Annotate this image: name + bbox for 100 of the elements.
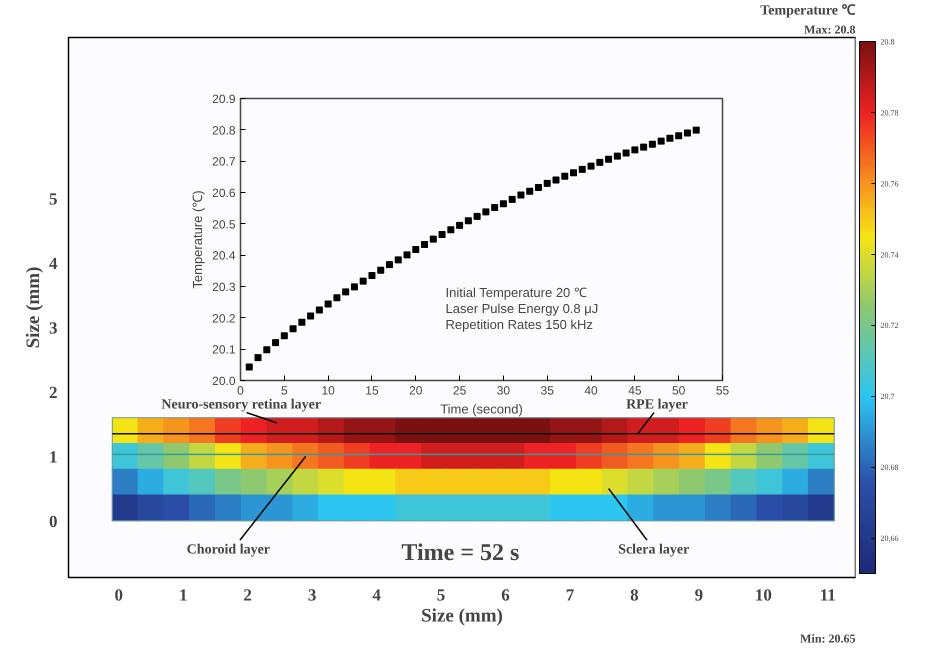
point [377,266,384,274]
annotation: Laser Pulse Energy 0.8 μJ [446,301,598,316]
x-tick-label: 8 [630,586,639,604]
point [263,346,270,354]
x-tick-label: 5 [436,586,446,604]
y-tick-label: 0 [49,512,58,531]
color-bar-label: 20.8 [880,38,894,46]
point [640,144,648,151]
x-tick-label: 6 [501,586,510,604]
annotation: RPE layer [626,397,688,412]
point [421,241,428,248]
point [360,278,367,285]
point [412,246,420,254]
x-tick-label: 2 [243,586,252,604]
point [675,132,682,140]
point [570,169,578,176]
point [394,256,402,264]
y-tick-label: 20.5 [212,217,236,232]
annotation: Repetition Rates 150 kHz [446,317,593,332]
point [508,196,516,203]
x-tick-label: 0 [114,586,124,604]
y-tick-label: 20.2 [212,311,236,326]
x-tick-label: 30 [496,384,510,398]
point [280,332,288,340]
color-bar-label: 20.76 [880,179,898,188]
point [438,230,446,238]
y-tick-label: 20.0 [212,374,236,388]
point [404,251,411,258]
x-tick-label: 11 [820,586,836,604]
point [491,204,498,212]
point [596,158,604,166]
x-tick-label: 50 [672,384,686,398]
point [246,364,253,371]
y-tick-label: 20.7 [212,154,236,169]
y-axis-title: Size (mm) [23,266,44,348]
y-axis-title: Temperature (℃) [190,190,206,289]
x-tick-label: 25 [452,384,467,398]
y-tick-label: 20.3 [212,280,236,294]
point [544,180,551,187]
y-tick-label: 4 [49,254,58,274]
point [307,312,314,320]
point [534,184,542,191]
point [254,354,262,362]
x-tick-label: 40 [584,384,598,398]
point [324,300,332,308]
annotation: Choroid layer [186,542,270,558]
color-bar-label: 20.78 [880,108,898,118]
x-tick-label: 15 [365,384,379,398]
x-tick-label: 3 [308,586,316,604]
point [631,146,638,154]
color-bar-label: 20.72 [880,321,898,330]
point [526,188,534,195]
y-tick-label: 1 [49,447,58,466]
point [552,176,560,184]
point [272,339,280,346]
point [692,126,700,134]
x-tick-label: 10 [754,586,772,604]
text: Min: 20.65 [800,632,856,646]
annotation: Sclera layer [618,542,690,558]
point [500,200,507,208]
annotation: Initial Temperature 20 ℃ [446,285,587,300]
x-tick-label: 1 [178,586,188,604]
point [561,172,568,180]
annotation: Neuro-sensory retina layer [161,397,322,412]
x-axis-title: Size (mm) [421,606,503,626]
point [666,134,674,142]
y-tick-label: 20.6 [212,186,236,200]
x-tick-label: 55 [716,384,730,398]
point [482,208,490,216]
y-tick-label: 3 [49,318,58,338]
y-tick-label: 20.4 [212,248,236,263]
x-tick-label: 0 [237,384,244,398]
point [605,156,612,163]
point [456,222,464,229]
point [333,294,340,302]
point [622,150,630,157]
point [316,306,323,314]
point [430,236,437,243]
point [658,138,665,145]
point [578,166,586,173]
x-tick-label: 7 [566,586,575,604]
color-bar-title: Temperature ℃ [760,4,856,18]
point [648,140,656,148]
x-tick-label: 4 [372,586,382,604]
point [298,318,306,326]
y-tick-label: 20.1 [212,342,236,357]
point [290,325,297,332]
x-tick-label: 9 [694,586,704,604]
point [447,226,454,234]
y-tick-label: 20.8 [212,123,236,138]
point [368,272,376,280]
point [588,162,595,170]
point [386,261,393,268]
x-tick-label: 45 [628,384,642,398]
point [614,152,621,160]
point [350,283,358,290]
x-tick-label: 5 [280,384,288,398]
x-tick-label: 20 [409,384,423,398]
color-bar-label: 20.74 [880,250,898,260]
x-tick-label: 10 [321,384,336,398]
